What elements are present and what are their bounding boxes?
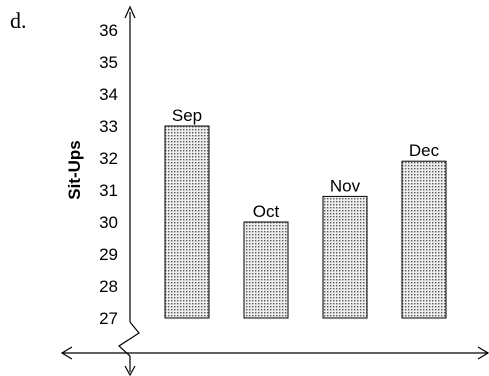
bar-label-dec: Dec [409,141,440,160]
bar-nov [322,195,368,319]
x-axis-arrow-left [60,346,73,360]
bar-dec [401,160,447,319]
bar-oct [243,221,289,319]
y-tick-label: 33 [99,117,118,136]
y-tick-label: 29 [99,245,118,264]
y-axis-break [118,321,140,357]
y-tick-labels: 27 28 29 30 31 32 33 34 35 36 [99,21,118,328]
y-axis-arrow-bottom [124,365,136,376]
y-tick-label: 32 [99,149,118,168]
y-tick-label: 31 [99,181,118,200]
y-tick-label: 28 [99,277,118,296]
bar-series: Sep Oct Nov Dec [164,106,447,319]
x-axis-arrow-right [477,346,489,360]
y-axis-arrow-top [124,5,136,19]
y-tick-label: 34 [99,85,118,104]
problem-label: d. [10,8,27,33]
bar-sep [164,125,210,319]
bar-label-nov: Nov [330,176,361,195]
y-tick-label: 36 [99,21,118,40]
y-tick-label: 35 [99,53,118,72]
y-tick-label: 27 [99,309,118,328]
bar-label-oct: Oct [253,202,280,221]
y-tick-label: 30 [99,213,118,232]
bar-label-sep: Sep [172,106,202,125]
y-axis-title: Sit-Ups [65,140,84,200]
